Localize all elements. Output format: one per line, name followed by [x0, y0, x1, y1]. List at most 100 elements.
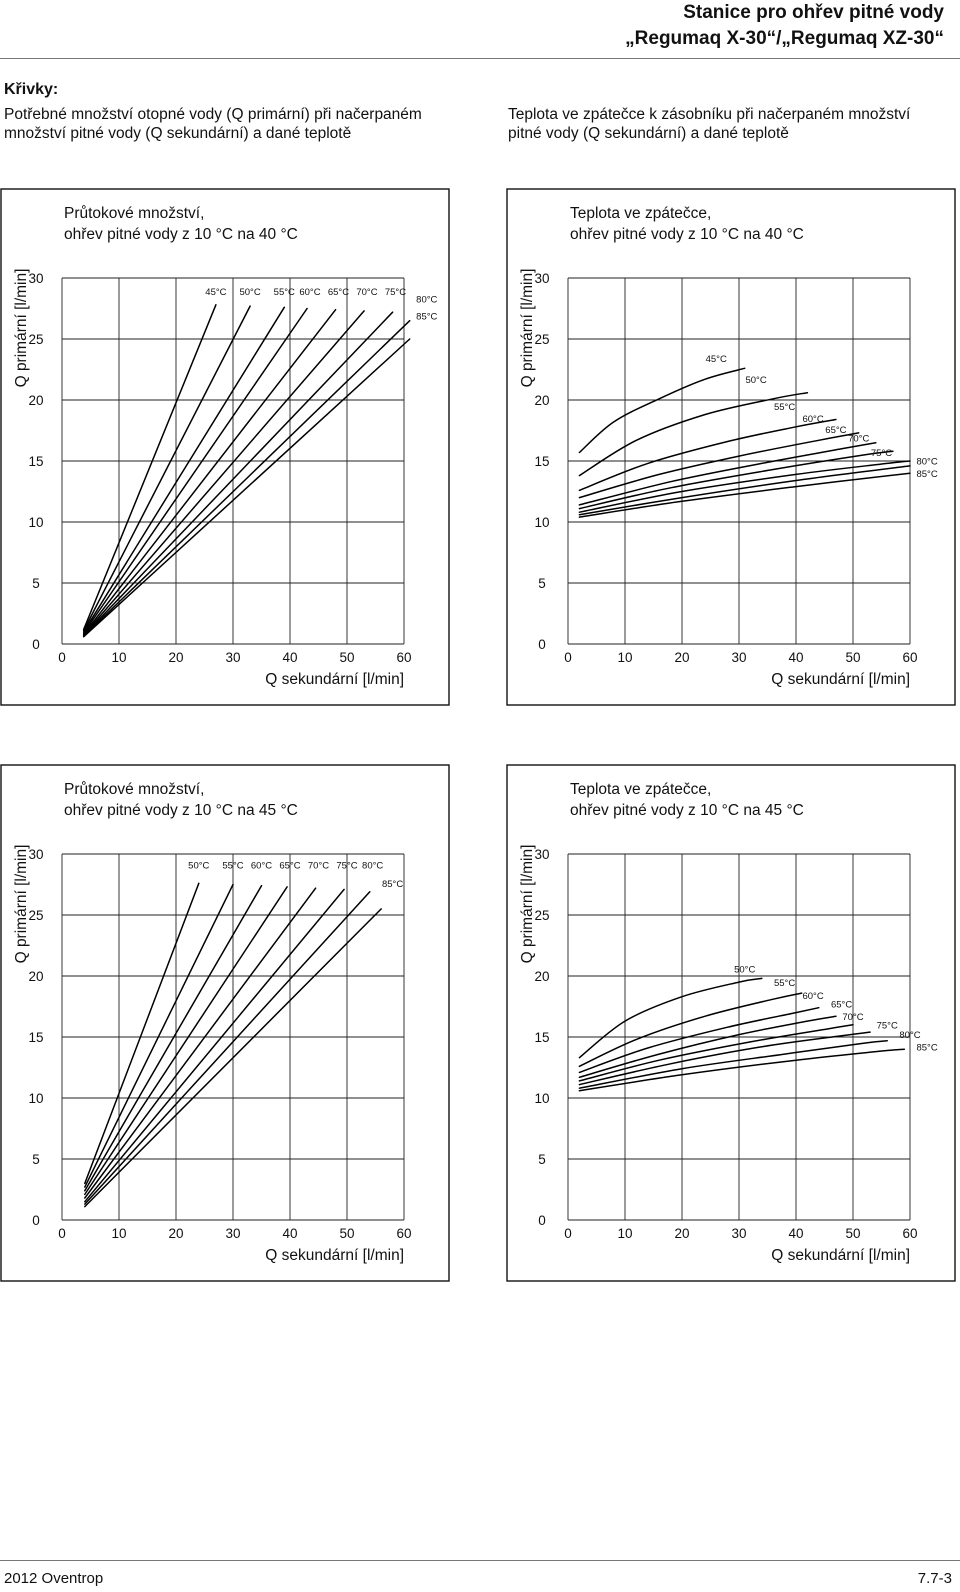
header-line1: Stanice pro ohřev pitné vody	[683, 2, 944, 23]
y-tick-label: 5	[538, 1152, 546, 1167]
x-tick-label: 10	[111, 650, 126, 665]
y-tick-label: 30	[28, 847, 43, 862]
y-tick-label: 30	[28, 271, 43, 286]
footer-divider	[0, 1560, 960, 1561]
header-line2: „Regumaq X-30“/„Regumaq XZ-30“	[625, 28, 944, 49]
series-line	[82, 304, 217, 631]
series-label: 70°C	[308, 861, 329, 872]
series-label: 50°C	[745, 375, 766, 386]
x-axis-label: Q sekundární [l/min]	[265, 1247, 404, 1264]
series-label: 75°C	[871, 448, 892, 459]
y-tick-label: 5	[32, 1152, 40, 1167]
series-line	[578, 992, 803, 1068]
series-line	[578, 432, 860, 499]
x-tick-label: 40	[282, 650, 297, 665]
y-tick-label: 10	[28, 515, 43, 530]
series-label: 65°C	[328, 287, 349, 298]
x-tick-label: 0	[58, 1226, 66, 1241]
x-tick-label: 20	[168, 1226, 183, 1241]
series-label: 80°C	[416, 294, 437, 305]
chart-svg: 0 10 20 30 40 50 60 0 5 10 15 20 25 30 Q sekundární [l…	[0, 764, 450, 1282]
series-label: 50°C	[188, 861, 209, 872]
chart-svg: 0 10 20 30 40 50 60 0 5 10 15 20 25 30 Q sekundární [l…	[506, 764, 956, 1282]
chart-svg: 0 10 20 30 40 50 60 0 5 10 15 20 25 30 Q sekundární [l…	[0, 188, 450, 706]
series-label: 70°C	[848, 433, 869, 444]
x-tick-label: 60	[902, 1226, 917, 1241]
series-label: 65°C	[825, 425, 846, 436]
series-line	[84, 888, 345, 1203]
y-axis-label: Q primární [l/min]	[13, 269, 30, 388]
y-tick-label: 20	[28, 393, 43, 408]
y-tick-label: 10	[28, 1091, 43, 1106]
series-label: 70°C	[842, 1012, 863, 1023]
series-line	[84, 908, 382, 1208]
series-line	[84, 884, 263, 1192]
chart-svg: 0 10 20 30 40 50 60 0 5 10 15 20 25 30 Q sekundární [l…	[506, 188, 956, 706]
y-tick-label: 0	[32, 637, 40, 652]
x-tick-label: 0	[58, 650, 66, 665]
series-line	[82, 319, 411, 637]
x-tick-label: 60	[902, 650, 917, 665]
series-label: 85°C	[916, 469, 937, 480]
series-label: 55°C	[222, 861, 243, 872]
chart-title-line2: ohřev pitné vody z 10 °C na 40 °C	[64, 226, 298, 243]
series-line	[578, 441, 877, 506]
x-tick-label: 50	[845, 650, 860, 665]
series-line	[578, 977, 763, 1059]
series-line	[82, 306, 286, 633]
chart-frame	[506, 764, 956, 1282]
series-line	[578, 1031, 871, 1086]
intro-right-text: Teplota ve zpátečce k zásobníku při nače…	[508, 106, 911, 142]
y-axis-label: Q primární [l/min]	[13, 845, 30, 964]
chart-title-line1: Teplota ve zpátečce,	[570, 205, 711, 222]
x-tick-label: 20	[674, 1226, 689, 1241]
x-tick-label: 0	[564, 1226, 572, 1241]
series-label: 75°C	[877, 1020, 898, 1031]
series-line	[578, 460, 911, 513]
y-tick-label: 25	[534, 908, 549, 923]
section-heading: Křivky:	[4, 81, 59, 98]
series-line	[578, 1015, 837, 1079]
chart-title-line2: ohřev pitné vody z 10 °C na 45 °C	[570, 802, 804, 819]
y-tick-label: 25	[28, 332, 43, 347]
y-axis-label: Q primární [l/min]	[519, 845, 536, 964]
series-line	[578, 418, 837, 492]
x-tick-label: 50	[845, 1226, 860, 1241]
x-tick-label: 10	[617, 650, 632, 665]
x-tick-label: 30	[225, 1226, 240, 1241]
y-tick-label: 20	[534, 393, 549, 408]
chart-title-line2: ohřev pitné vody z 10 °C na 40 °C	[570, 226, 804, 243]
series-label: 80°C	[916, 457, 937, 468]
x-tick-label: 30	[731, 650, 746, 665]
series-label: 55°C	[274, 287, 295, 298]
series-line	[578, 367, 746, 454]
page-header: Stanice pro ohřev pitné vody „Regumaq X-…	[625, 0, 944, 52]
intro-left-text: Potřebné množství otopné vody (Q primárn…	[4, 106, 422, 142]
y-tick-label: 20	[534, 969, 549, 984]
series-line	[82, 311, 394, 637]
series-label: 85°C	[416, 311, 437, 322]
series-line	[578, 1048, 906, 1092]
y-tick-label: 30	[534, 847, 549, 862]
y-tick-label: 20	[28, 969, 43, 984]
x-tick-label: 40	[282, 1226, 297, 1241]
y-tick-label: 0	[32, 1213, 40, 1228]
x-tick-label: 60	[396, 1226, 411, 1241]
y-tick-label: 15	[28, 1030, 43, 1045]
series-line	[84, 886, 288, 1196]
x-axis-label: Q sekundární [l/min]	[265, 671, 404, 688]
x-tick-label: 40	[788, 650, 803, 665]
series-line	[578, 1006, 820, 1074]
chart-flow-40: 0 10 20 30 40 50 60 0 5 10 15 20 25 30 Q sekundární [l…	[0, 188, 450, 706]
series-label: 75°C	[385, 287, 406, 298]
x-tick-label: 30	[225, 650, 240, 665]
series-label: 85°C	[916, 1042, 937, 1053]
chart-frame	[0, 188, 450, 706]
x-axis-label: Q sekundární [l/min]	[771, 671, 910, 688]
y-tick-label: 25	[534, 332, 549, 347]
x-tick-label: 0	[564, 650, 572, 665]
series-label: 50°C	[239, 287, 260, 298]
chart-frame	[506, 188, 956, 706]
series-line	[578, 472, 911, 518]
y-tick-label: 0	[538, 1213, 546, 1228]
